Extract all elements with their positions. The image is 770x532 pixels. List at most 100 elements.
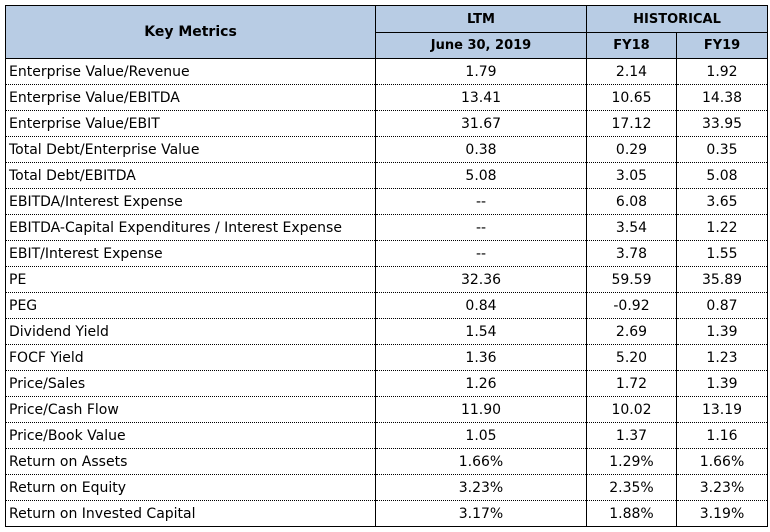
ltm-value: 0.84 <box>375 292 587 319</box>
table-header: Key Metrics LTM HISTORICAL June 30, 2019… <box>5 5 769 59</box>
fy18-value: 2.69 <box>586 318 677 345</box>
fy19-value: 3.19% <box>675 500 769 527</box>
fy18-value: 1.37 <box>586 422 677 449</box>
historical-header: HISTORICAL <box>585 5 769 33</box>
ltm-value: 1.36 <box>375 344 587 371</box>
metric-label: Price/Sales <box>5 370 376 397</box>
table-row: EBITDA/Interest Expense -- 6.08 3.65 <box>5 188 769 215</box>
fy18-value: 6.08 <box>586 188 677 215</box>
ltm-value: 31.67 <box>375 110 587 137</box>
fy19-value: 0.87 <box>675 292 769 319</box>
fy18-value: 17.12 <box>586 110 677 137</box>
fy19-value: 1.66% <box>675 448 769 475</box>
ltm-value: 1.66% <box>375 448 587 475</box>
table-body: Enterprise Value/Revenue 1.79 2.14 1.92 Ente… <box>5 58 769 527</box>
metric-label: Return on Invested Capital <box>5 500 376 527</box>
table-row: PE 32.36 59.59 35.89 <box>5 266 769 293</box>
fy18-value: 2.35% <box>586 474 677 501</box>
ltm-value: -- <box>375 188 587 215</box>
ltm-value: 3.23% <box>375 474 587 501</box>
fy19-value: 1.39 <box>675 318 769 345</box>
fy18-value: 2.14 <box>586 58 677 85</box>
fy19-value: 1.92 <box>675 58 769 85</box>
table-row: Enterprise Value/Revenue 1.79 2.14 1.92 <box>5 58 769 85</box>
metric-label: EBITDA/Interest Expense <box>5 188 376 215</box>
ltm-value: 11.90 <box>375 396 587 423</box>
table-row: EBIT/Interest Expense -- 3.78 1.55 <box>5 240 769 267</box>
key-metrics-header: Key Metrics <box>5 5 376 59</box>
table-row: PEG 0.84 -0.92 0.87 <box>5 292 769 319</box>
fy18-value: 1.72 <box>586 370 677 397</box>
header-row-top: Key Metrics LTM HISTORICAL <box>5 5 769 59</box>
table-row: Dividend Yield 1.54 2.69 1.39 <box>5 318 769 345</box>
ltm-value: 1.26 <box>375 370 587 397</box>
ltm-value: 1.05 <box>375 422 587 449</box>
fy18-value: 1.88% <box>586 500 677 527</box>
ltm-header: LTM <box>375 5 587 33</box>
fy19-value: 3.65 <box>675 188 769 215</box>
table-row: Total Debt/EBITDA 5.08 3.05 5.08 <box>5 162 769 189</box>
fy19-value: 1.23 <box>675 344 769 371</box>
fy19-value: 0.35 <box>675 136 769 163</box>
fy19-value: 14.38 <box>675 84 769 111</box>
fy18-value: 10.65 <box>586 84 677 111</box>
table-row: Enterprise Value/EBITDA 13.41 10.65 14.38 <box>5 84 769 111</box>
fy18-value: 10.02 <box>586 396 677 423</box>
metric-label: EBIT/Interest Expense <box>5 240 376 267</box>
fy19-value: 1.16 <box>675 422 769 449</box>
metric-label: PE <box>5 266 376 293</box>
table-row: Enterprise Value/EBIT 31.67 17.12 33.95 <box>5 110 769 137</box>
ltm-value: 1.79 <box>375 58 587 85</box>
metric-label: Return on Equity <box>5 474 376 501</box>
fy18-value: -0.92 <box>586 292 677 319</box>
metric-label: FOCF Yield <box>5 344 376 371</box>
fy18-value: 3.54 <box>586 214 677 241</box>
ltm-value: 3.17% <box>375 500 587 527</box>
fy19-header: FY19 <box>675 32 769 59</box>
fy18-value: 3.78 <box>586 240 677 267</box>
fy19-value: 1.55 <box>675 240 769 267</box>
ltm-value: 32.36 <box>375 266 587 293</box>
fy19-value: 35.89 <box>675 266 769 293</box>
metric-label: Dividend Yield <box>5 318 376 345</box>
metric-label: PEG <box>5 292 376 319</box>
table-row: FOCF Yield 1.36 5.20 1.23 <box>5 344 769 371</box>
fy19-value: 3.23% <box>675 474 769 501</box>
fy19-value: 13.19 <box>675 396 769 423</box>
fy19-value: 5.08 <box>675 162 769 189</box>
key-metrics-table: Key Metrics LTM HISTORICAL June 30, 2019… <box>5 5 769 527</box>
fy18-value: 0.29 <box>586 136 677 163</box>
metric-label: Price/Book Value <box>5 422 376 449</box>
fy18-value: 3.05 <box>586 162 677 189</box>
fy18-value: 1.29% <box>586 448 677 475</box>
ltm-date-header: June 30, 2019 <box>375 32 587 59</box>
fy18-value: 5.20 <box>586 344 677 371</box>
metric-label: Price/Cash Flow <box>5 396 376 423</box>
fy18-value: 59.59 <box>586 266 677 293</box>
fy19-value: 33.95 <box>675 110 769 137</box>
metric-label: Total Debt/Enterprise Value <box>5 136 376 163</box>
metric-label: EBITDA-Capital Expenditures / Interest E… <box>5 214 376 241</box>
ltm-value: 0.38 <box>375 136 587 163</box>
metric-label: Enterprise Value/Revenue <box>5 58 376 85</box>
ltm-value: 1.54 <box>375 318 587 345</box>
table-row: Return on Assets 1.66% 1.29% 1.66% <box>5 448 769 475</box>
table-row: Return on Equity 3.23% 2.35% 3.23% <box>5 474 769 501</box>
metric-label: Enterprise Value/EBIT <box>5 110 376 137</box>
metric-label: Enterprise Value/EBITDA <box>5 84 376 111</box>
fy19-value: 1.39 <box>675 370 769 397</box>
ltm-value: -- <box>375 214 587 241</box>
ltm-value: 5.08 <box>375 162 587 189</box>
ltm-value: -- <box>375 240 587 267</box>
header-row-sub: June 30, 2019 FY18 FY19 <box>6 32 769 59</box>
fy18-header: FY18 <box>586 32 677 59</box>
table-row: Return on Invested Capital 3.17% 1.88% 3.19… <box>5 500 769 527</box>
table-row: Total Debt/Enterprise Value 0.38 0.29 0.35 <box>5 136 769 163</box>
table-row: Price/Book Value 1.05 1.37 1.16 <box>5 422 769 449</box>
metric-label: Total Debt/EBITDA <box>5 162 376 189</box>
table-row: EBITDA-Capital Expenditures / Interest E… <box>5 214 769 241</box>
table-row: Price/Sales 1.26 1.72 1.39 <box>5 370 769 397</box>
metric-label: Return on Assets <box>5 448 376 475</box>
ltm-value: 13.41 <box>375 84 587 111</box>
fy19-value: 1.22 <box>675 214 769 241</box>
